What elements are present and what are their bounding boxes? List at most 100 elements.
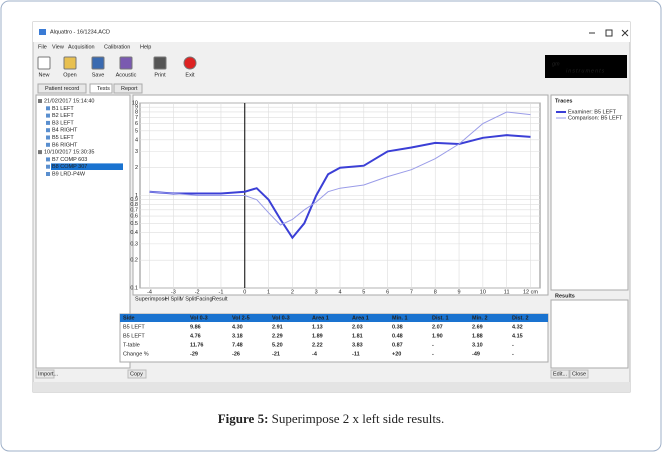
table-cell: 5.20 [272, 342, 283, 348]
table-cell: -49 [472, 351, 480, 357]
tree-icon [46, 164, 50, 169]
tree-item[interactable]: 10/10/2017 15:30:35 [44, 150, 94, 156]
y-tick-label: 8 [135, 109, 138, 115]
subtab[interactable]: Result [212, 296, 228, 302]
tree-item[interactable]: B2 LEFT [52, 113, 74, 119]
table-cell: 1.81 [352, 333, 363, 339]
table-cell: - [512, 351, 514, 357]
y-tick-label: 10 [132, 100, 138, 106]
toolbar-label[interactable]: Print [154, 72, 166, 78]
menu-item[interactable]: View [52, 44, 64, 50]
close-window[interactable] [621, 29, 629, 37]
toolbar-icon[interactable] [183, 56, 197, 70]
table-cell: 9.86 [190, 324, 201, 330]
toolbar-label[interactable]: Acoustic [116, 72, 137, 78]
y-tick-label: 0.9 [130, 197, 138, 203]
subtab[interactable]: H Split [165, 296, 182, 302]
table-cell: 2.29 [272, 333, 283, 339]
button-label[interactable]: Edit... [553, 371, 568, 377]
table-cell: 2.91 [272, 324, 283, 330]
tab[interactable] [89, 83, 113, 94]
maximize[interactable] [605, 29, 613, 37]
table-header: Side [123, 315, 135, 321]
menu-item[interactable]: Calibration [104, 44, 130, 50]
x-tick-label: -2 [195, 289, 200, 295]
y-tick-label: 2 [135, 165, 138, 171]
button[interactable] [569, 369, 589, 379]
tree-item[interactable]: B7 COMP 603 [52, 157, 87, 163]
button[interactable] [127, 369, 147, 379]
table-cell: 2.07 [432, 324, 443, 330]
menu-item[interactable]: File [38, 44, 47, 50]
tree-item[interactable]: B3 LEFT [52, 120, 74, 126]
table-cell: B5 LEFT [123, 333, 145, 339]
toolbar-label[interactable]: New [38, 72, 49, 78]
table-cell: 11.76 [190, 342, 203, 348]
tab-label[interactable]: Report [121, 86, 138, 92]
results-title: Results [555, 293, 575, 299]
toolbar-icon[interactable] [37, 56, 51, 70]
table-header: Dist. 1 [432, 315, 449, 321]
tab-label[interactable]: Patient record [45, 86, 79, 92]
toolbar-label[interactable]: Open [63, 72, 76, 78]
toolbar-label[interactable]: Exit [185, 72, 195, 78]
tree-icon [46, 128, 50, 133]
button-label[interactable]: Import... [38, 371, 59, 377]
menu-item[interactable]: Acquisition [68, 44, 95, 50]
tree-panel [35, 94, 131, 369]
table-cell: 3.18 [232, 333, 243, 339]
tree-item[interactable]: B6 RIGHT [52, 142, 78, 148]
tree-item[interactable]: B4 RIGHT [52, 128, 78, 134]
toolbar-icon[interactable] [153, 56, 167, 70]
table-cell: 0.48 [392, 333, 403, 339]
tree-item[interactable]: B9 LRD-P4W [52, 171, 86, 177]
x-tick-label: 3 [315, 289, 318, 295]
tree-icon [46, 135, 50, 140]
button[interactable] [35, 369, 55, 379]
subtab[interactable]: Facing [196, 296, 213, 302]
tree-icon [46, 113, 50, 118]
toolbar-icon[interactable] [63, 56, 77, 70]
x-tick-label: -3 [171, 289, 176, 295]
subtab[interactable]: V Split [180, 296, 196, 302]
subtab[interactable]: Superimpose [135, 296, 167, 302]
tab[interactable] [113, 83, 143, 94]
y-tick-label: 6 [135, 121, 138, 127]
table-cell: 4.30 [232, 324, 243, 330]
table-cell: 2.22 [312, 342, 323, 348]
tree-item[interactable]: B1 LEFT [52, 106, 74, 112]
toolbar-icon[interactable] [119, 56, 133, 70]
x-tick-label: 12 cm [523, 289, 538, 295]
y-tick-label: 0.6 [130, 213, 138, 219]
tree-icon [38, 99, 42, 103]
table-cell: 3.10 [472, 342, 483, 348]
y-tick-label: 5 [135, 128, 138, 134]
tree-item[interactable]: B8 COMP 307 [52, 164, 87, 170]
y-tick-label: 0.5 [130, 221, 138, 227]
tree-item[interactable]: 21/02/2017 15:14:40 [44, 98, 94, 104]
menu-item[interactable]: Help [140, 44, 151, 50]
table-cell: 1.13 [312, 324, 323, 330]
tree-item[interactable]: B5 LEFT [52, 135, 74, 141]
y-tick-label: 3 [135, 149, 138, 155]
table-cell: -21 [272, 351, 280, 357]
table-header: Dist. 2 [512, 315, 529, 321]
table-cell: 7.48 [232, 342, 243, 348]
button-label[interactable]: Close [572, 371, 586, 377]
window-title: Alquattro - 16/1234.ACD [50, 29, 110, 35]
button[interactable] [550, 369, 570, 379]
button-label[interactable]: Copy [130, 371, 143, 377]
trace-line [149, 134, 531, 240]
x-tick-label: 8 [434, 289, 437, 295]
table-cell: 2.03 [352, 324, 363, 330]
tab[interactable] [37, 83, 87, 94]
caption-text: Superimpose 2 x left side results. [272, 411, 445, 426]
toolbar-icon[interactable] [91, 56, 105, 70]
traces-panel [550, 94, 629, 291]
x-tick-label: 1 [267, 289, 270, 295]
table-cell: 4.32 [512, 324, 523, 330]
toolbar-label[interactable]: Save [92, 72, 105, 78]
y-tick-label: 4 [135, 137, 138, 143]
y-tick-label: 9 [135, 105, 138, 111]
tab-label[interactable]: Tests [97, 86, 110, 92]
